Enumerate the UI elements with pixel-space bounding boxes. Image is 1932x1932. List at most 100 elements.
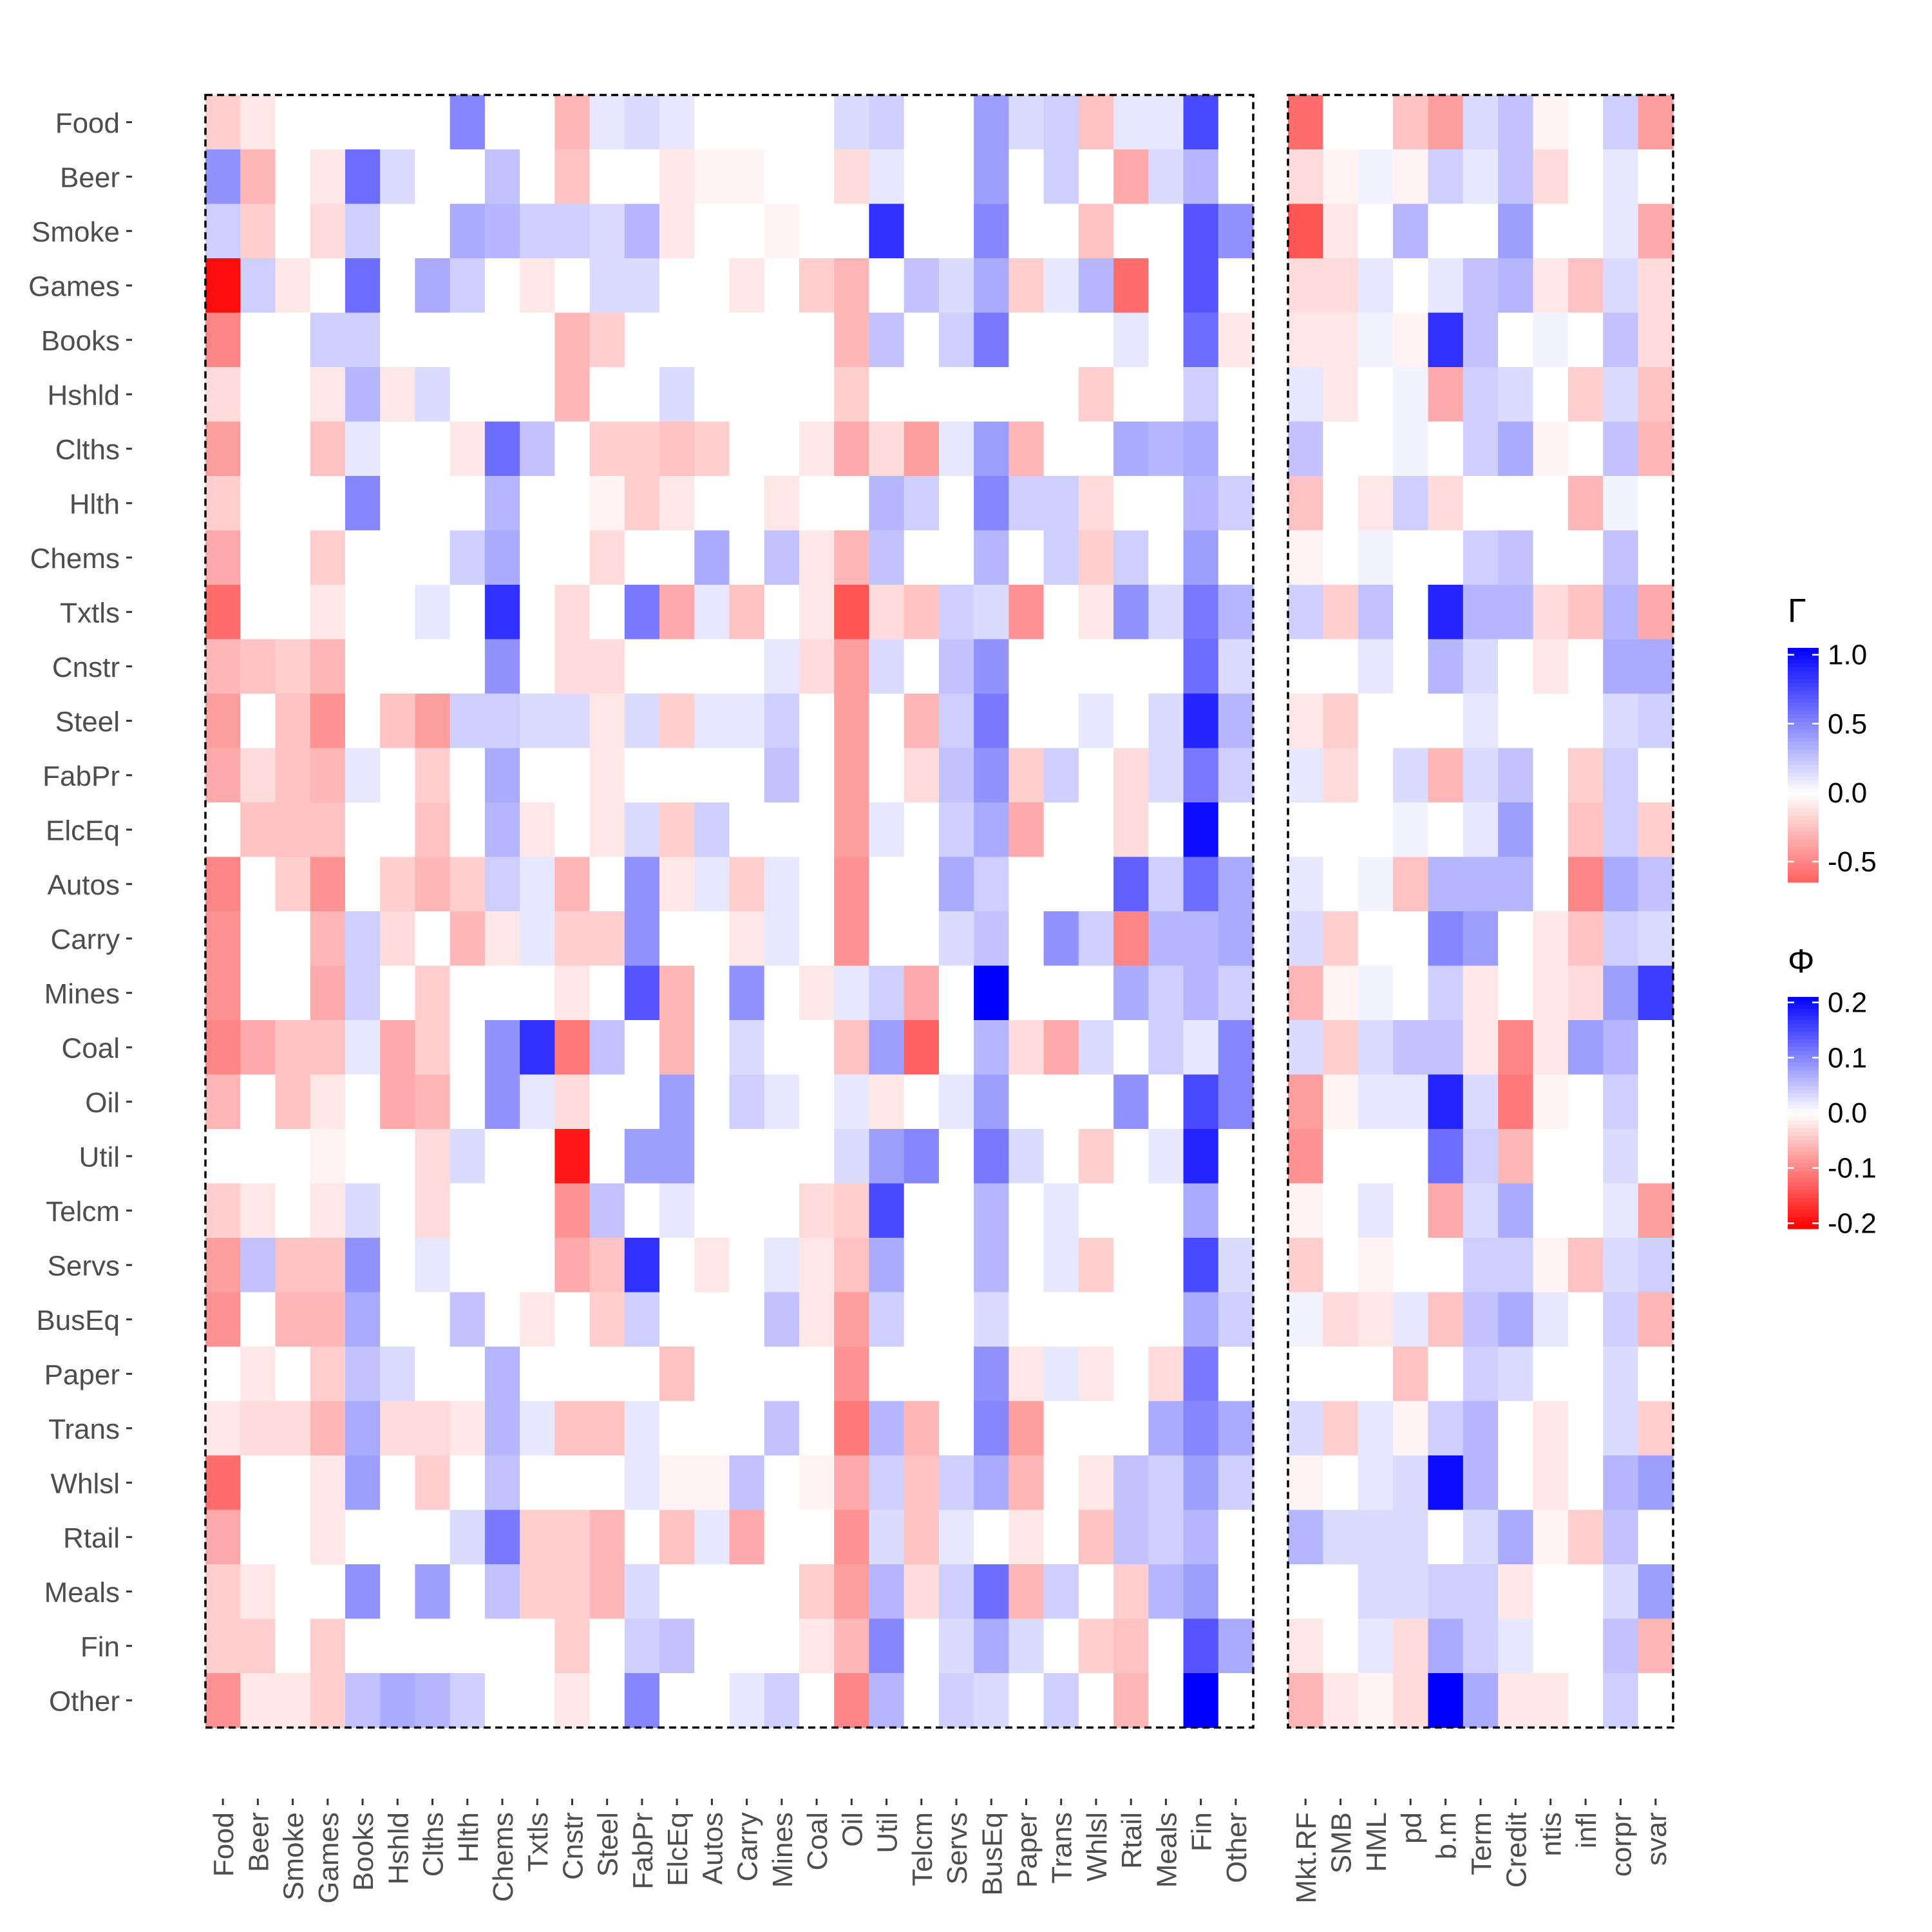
phi-cell [1288, 802, 1323, 858]
phi-cell [1358, 204, 1394, 259]
phi-cell [1323, 1074, 1359, 1130]
phi-cell [1463, 911, 1499, 967]
phi-cell [1428, 748, 1464, 803]
gamma-cell [1183, 639, 1219, 694]
phi-cell [1567, 694, 1604, 749]
gamma-cell [799, 476, 835, 531]
gamma-cell [1148, 1618, 1184, 1674]
gamma-cell [1113, 95, 1149, 150]
phi-cell [1498, 1074, 1534, 1130]
phi-cell [1638, 585, 1674, 640]
gamma-cell [554, 1455, 591, 1511]
phi-cell [1567, 748, 1604, 803]
gamma-cell [345, 1564, 381, 1620]
gamma-cell [589, 1347, 625, 1402]
gamma-cell [1078, 1455, 1114, 1511]
phi-cell [1567, 476, 1604, 531]
gamma-cell [974, 585, 1009, 640]
gamma-cell [729, 1673, 765, 1728]
gamma-cell [729, 857, 765, 912]
gamma-cell [624, 95, 660, 150]
row-label: Food [55, 108, 120, 139]
gamma-cell [659, 639, 695, 694]
phi-cell [1393, 1618, 1429, 1674]
gamma-cell [554, 258, 591, 314]
gamma-cell [310, 258, 346, 314]
gamma-cell [624, 639, 660, 694]
phi-cell [1358, 149, 1394, 205]
phi-cell [1603, 258, 1639, 314]
gamma-cell [1043, 530, 1079, 585]
gamma-cell [1009, 1564, 1045, 1620]
phi-colorbar-tick-label: 0.2 [1828, 987, 1867, 1019]
gamma-cell [764, 367, 800, 422]
phi-cell [1567, 911, 1604, 967]
gamma-cell [484, 1564, 520, 1620]
gamma-cell [240, 1347, 276, 1402]
phi-cell [1603, 694, 1639, 749]
gamma-cell [659, 1455, 695, 1511]
gamma-cell [275, 1510, 311, 1565]
phi-cell [1498, 1292, 1534, 1347]
gamma-cell [1043, 585, 1079, 640]
gamma-cell [1009, 1292, 1045, 1347]
gamma-cell [1183, 149, 1219, 205]
phi-cell [1358, 1020, 1394, 1075]
phi-cell [1288, 1183, 1323, 1238]
phi-cell [1358, 1347, 1394, 1402]
gamma-cell [904, 1020, 940, 1075]
gamma-cell [275, 149, 311, 205]
phi-cell [1638, 1564, 1674, 1620]
gamma-cell [380, 911, 415, 967]
gamma-cell [380, 639, 415, 694]
gamma-cell [694, 1564, 730, 1620]
column-label: corpr [1605, 1812, 1637, 1877]
row-label: Util [79, 1141, 120, 1173]
gamma-cell [1148, 1292, 1184, 1347]
phi-cell [1498, 476, 1534, 531]
gamma-cell [415, 1510, 451, 1565]
phi-cell [1463, 585, 1499, 640]
phi-cell [1428, 1618, 1464, 1674]
gamma-cell [799, 694, 835, 749]
gamma-cell [554, 1401, 591, 1456]
gamma-cell [694, 1292, 730, 1347]
gamma-cell [799, 1673, 835, 1728]
gamma-cell [729, 312, 765, 368]
phi-cell [1393, 1673, 1429, 1728]
column-label: Mkt.RF [1291, 1812, 1322, 1904]
row-label: Servs [48, 1250, 120, 1282]
gamma-cell [834, 312, 870, 368]
gamma-cell [974, 367, 1009, 422]
column-label: Fin [1186, 1812, 1218, 1852]
gamma-cell [904, 367, 940, 422]
phi-cell [1393, 1347, 1429, 1402]
gamma-cell [1043, 204, 1079, 259]
gamma-cell [869, 748, 905, 803]
column-label: Rtail [1116, 1812, 1148, 1869]
gamma-cell [1113, 1183, 1149, 1238]
gamma-cell [520, 367, 555, 422]
phi-cell [1533, 1292, 1569, 1347]
gamma-cell [764, 585, 800, 640]
phi-cell [1428, 694, 1464, 749]
gamma-cell [205, 857, 241, 912]
gamma-cell [1078, 476, 1114, 531]
phi-cell [1603, 1673, 1639, 1728]
gamma-cell [484, 1510, 520, 1565]
gamma-cell [659, 1129, 695, 1184]
gamma-cell [659, 149, 695, 205]
gamma-cell [520, 585, 555, 640]
gamma-cell [205, 1347, 241, 1402]
gamma-cell [205, 585, 241, 640]
phi-cell [1533, 1455, 1569, 1511]
gamma-cell [1043, 1347, 1079, 1402]
gamma-cell [764, 1020, 800, 1075]
gamma-colorbar [1788, 648, 1819, 883]
phi-cell [1463, 1020, 1499, 1075]
gamma-cell [659, 530, 695, 585]
phi-cell [1603, 1455, 1639, 1511]
phi-cell [1567, 367, 1604, 422]
gamma-cell [1148, 1183, 1184, 1238]
gamma-cell [554, 149, 591, 205]
